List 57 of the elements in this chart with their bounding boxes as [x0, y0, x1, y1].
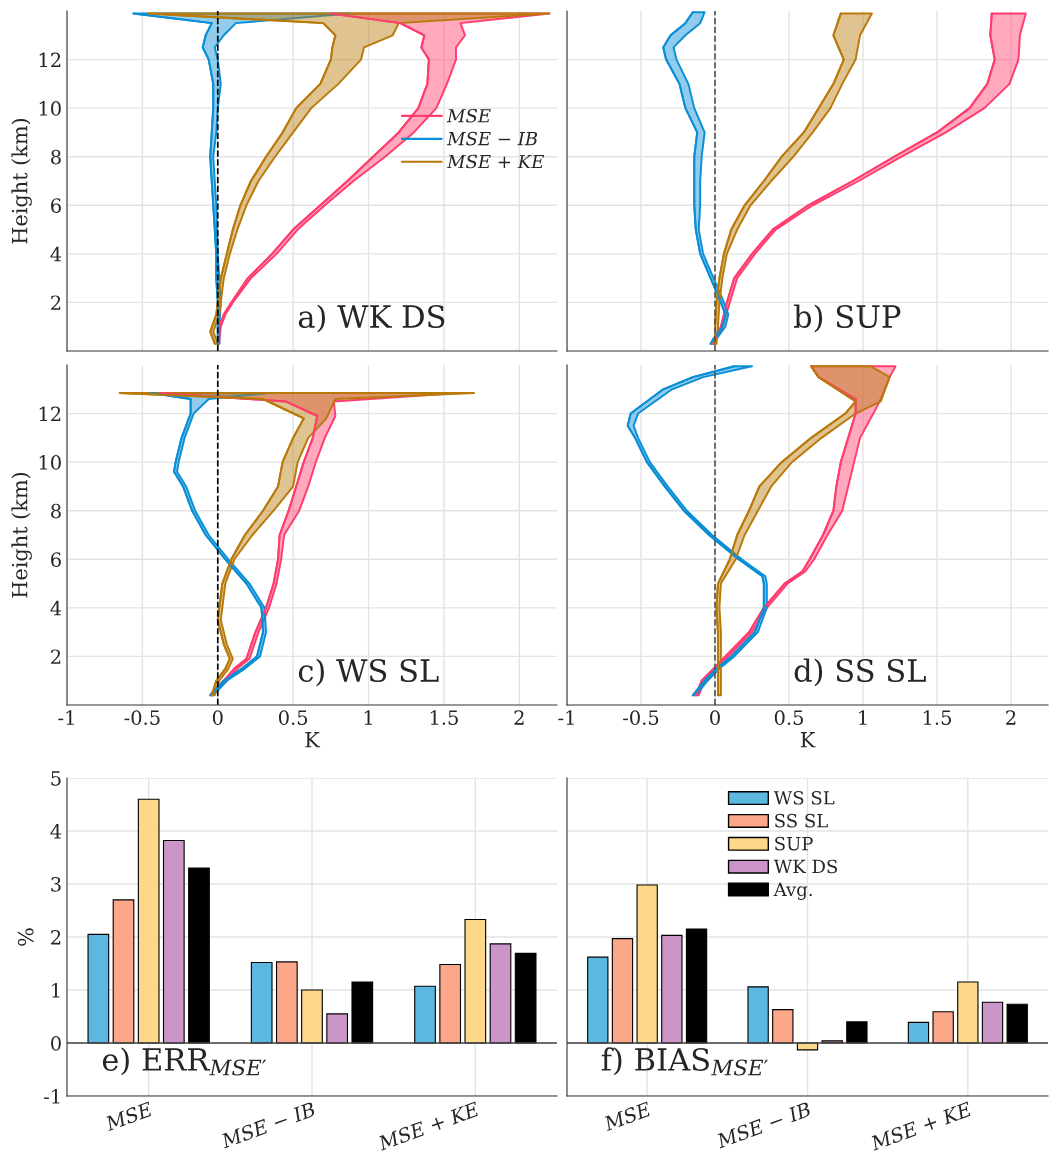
x-tick-label: 0.5	[278, 710, 308, 725]
annotation: f) BIAS$_{MSE′}$	[601, 1047, 768, 1076]
x-tick-label: -0.5	[623, 710, 659, 725]
x-tick-label: 1	[859, 710, 867, 725]
x-tick-label: 1.5	[430, 710, 458, 725]
y-tick-label: 3	[51, 876, 61, 892]
annotation: c) WS SL	[298, 658, 439, 687]
x-tick-label: 1	[364, 710, 372, 725]
y-tick-label: 4	[50, 823, 62, 839]
x-tick-label: -0.5	[124, 710, 160, 725]
legend-label: MSE + KE	[446, 154, 545, 169]
y-tick-label: 8	[51, 149, 61, 165]
x-tick-label: 2	[514, 710, 524, 725]
y-tick-label: 2	[51, 649, 61, 664]
x-tick-label: -1	[558, 710, 574, 725]
x-axis-title: K	[305, 732, 321, 748]
y-tick-label: 10	[39, 455, 61, 470]
y-tick-label: 4	[50, 246, 62, 262]
y-tick-label: 2	[51, 929, 61, 945]
legend-label: MSE	[446, 108, 491, 123]
y-tick-label: 6	[51, 198, 61, 213]
y-tick-label: 12	[39, 52, 61, 67]
legend-label: WS SL	[773, 790, 835, 805]
y-tick-label: 4	[50, 600, 62, 616]
y-axis-title: Height (km)	[11, 118, 32, 244]
legend-label: MSE − IB	[446, 131, 538, 146]
y-tick-label: 0	[51, 1035, 61, 1051]
x-tick-label: MSE + KE	[376, 1101, 481, 1151]
legend-label: SUP	[775, 836, 813, 851]
annotation: a) WK DS	[298, 304, 445, 333]
x-tick-label: 0.5	[774, 710, 803, 725]
y-tick-label: -1	[44, 1088, 60, 1104]
y-tick-label: 6	[51, 552, 61, 567]
y-axis-title: Height (km)	[11, 472, 32, 598]
legend-label: WK DS	[773, 859, 838, 874]
x-tick-label: 2	[1006, 710, 1016, 725]
y-tick-label: 2	[51, 295, 61, 310]
y-tick-label: 10	[39, 101, 61, 116]
legend-label: Avg.	[773, 882, 812, 900]
y-tick-label: 1	[52, 982, 60, 998]
x-tick-label: MSE + KE	[869, 1101, 973, 1151]
annotation: d) SS SL	[794, 658, 926, 687]
y-tick-label: 12	[39, 406, 61, 421]
x-tick-label: 0	[212, 710, 223, 725]
x-tick-label: MSE − IB	[219, 1101, 317, 1149]
x-tick-label: MSE − IB	[715, 1101, 812, 1149]
legend-label: SS SL	[775, 813, 828, 828]
y-axis-title: %	[17, 928, 34, 946]
y-tick-label: 5	[51, 771, 61, 786]
x-tick-label: MSE	[602, 1101, 653, 1132]
x-tick-label: 0	[710, 710, 720, 725]
annotation: e) ERR$_{MSE′}$	[102, 1047, 267, 1076]
x-tick-label: MSE	[103, 1101, 154, 1132]
x-axis-title: K	[800, 732, 816, 748]
y-tick-label: 8	[51, 503, 61, 519]
annotation: b) SUP	[793, 304, 901, 333]
x-tick-label: 1.5	[923, 710, 951, 725]
